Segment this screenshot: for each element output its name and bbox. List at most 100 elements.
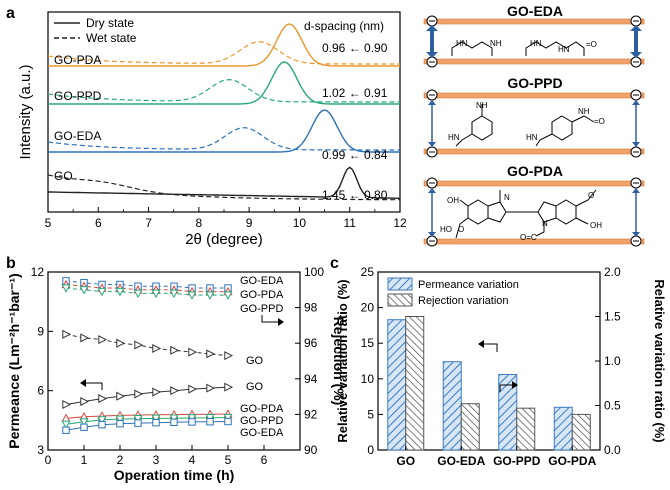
variation-ytick-left-label: 10 xyxy=(361,372,375,386)
legend-rejection-swatch xyxy=(387,293,413,307)
stability-xtick-label: 6 xyxy=(261,453,268,467)
rejection-point-go xyxy=(170,345,180,355)
permeance-point-go-ppd xyxy=(115,415,125,424)
xrd-curve-dry-go-ppd xyxy=(48,61,400,105)
svg-text:HN: HN xyxy=(530,39,542,48)
svg-text:HN: HN xyxy=(558,45,570,54)
permeance-point-go-eda xyxy=(98,420,106,429)
schematic-title-go-ppd: GO-PPD xyxy=(507,75,562,91)
rejection-point-go xyxy=(98,335,108,345)
svg-text:HN: HN xyxy=(526,133,538,142)
go-sheet-top xyxy=(423,180,645,187)
rejection-point-go-ppd xyxy=(223,291,233,300)
dspacing-goppd: 1.02 ← 0.91 xyxy=(322,86,388,100)
xrd-xtick-label: 10 xyxy=(293,216,307,230)
go-sheet-top xyxy=(423,18,645,25)
benzene-ring-icon xyxy=(471,115,493,141)
rejection-point-go-ppd xyxy=(169,289,179,299)
rejection-line-go-pda xyxy=(65,284,228,293)
xrd-label-goppd: GO-PPD xyxy=(54,89,102,103)
stability-ylabel-right: Rejection (%) xyxy=(331,317,347,406)
axis-indicator-left-arrow xyxy=(480,343,498,352)
bar-rejection-go-ppd xyxy=(516,407,536,451)
xrd-label-goeda: GO-EDA xyxy=(54,129,101,143)
rejection-point-go xyxy=(80,333,90,343)
go-sheet-bottom xyxy=(423,148,645,155)
xrd-label-gopda: GO-PDA xyxy=(54,53,101,67)
stability-ytick-left-label: 9 xyxy=(37,324,44,338)
permeance-point-go-ppd xyxy=(133,415,143,424)
svg-text:NH: NH xyxy=(476,101,488,110)
rejection-point-go xyxy=(152,344,162,354)
rejection-line-go-eda xyxy=(65,280,228,289)
xrd-curve-dry-go-pda xyxy=(48,23,400,67)
permeance-point-go-ppd xyxy=(169,414,179,423)
dspacing-gopda: 0.96 ← 0.90 xyxy=(322,41,388,55)
label-perm-go: GO xyxy=(246,381,264,393)
variation-ytick-right-label: 1.5 xyxy=(604,310,621,324)
stability-ytick-right-label: 94 xyxy=(304,372,318,386)
stability-ylabel-left: Permeance (Lm⁻²h⁻¹bar⁻¹) xyxy=(6,273,22,448)
variation-bar-chart: 0 5 10 15 20 25 0.0 0.5 1.0 1.5 2.0 GO GO-EDA GO-PPD… xyxy=(335,265,667,468)
label-perm-gopda: GO-PDA xyxy=(240,403,284,415)
svg-text:HO: HO xyxy=(440,225,452,234)
variation-ylabel-right: Relative variation ratio (%) xyxy=(652,279,667,442)
stability-ytick-right-label: 96 xyxy=(304,336,318,350)
legend-dry-label: Dry state xyxy=(86,16,134,30)
xrd-curve-wet-go-eda xyxy=(47,127,400,151)
permeance-point-go-eda xyxy=(224,417,232,426)
permeance-line-go xyxy=(65,386,229,405)
rejection-point-go xyxy=(116,338,126,348)
schematic-go-pda: GO-PDA OH N N HO xyxy=(423,163,645,247)
permeance-point-go xyxy=(188,384,198,394)
category-label-go-ppd: GO-PPD xyxy=(493,454,541,468)
schematic-go-eda: GO-EDA HN NH HN HN =O xyxy=(423,3,645,68)
xrd-xtick-label: 6 xyxy=(95,216,102,230)
xrd-curve-wet-go-ppd xyxy=(47,78,400,103)
interlayer-schematics: GO-EDA HN NH HN HN =O GO-PPD xyxy=(423,3,645,247)
variation-ytick-right-label: 1.0 xyxy=(604,354,621,368)
label-rej-go: GO xyxy=(246,355,264,367)
xrd-chart: 5 6 7 8 9 10 11 12 Intensity (a.u.) 2θ (degree)… xyxy=(17,11,407,248)
stability-xtick-label: 2 xyxy=(117,453,124,467)
permeance-point-go xyxy=(206,383,216,393)
bar-permeance-go-pda xyxy=(553,406,573,451)
permeance-line-go-pda xyxy=(65,413,229,419)
bar-rejection-go-eda xyxy=(460,403,480,451)
rejection-point-go-ppd xyxy=(61,284,71,293)
svg-text:=O: =O xyxy=(586,40,597,49)
rejection-point-go-ppd xyxy=(205,291,215,300)
stability-ytick-left-label: 3 xyxy=(37,443,44,457)
permeance-point-go xyxy=(62,399,72,410)
permeance-point-go-eda xyxy=(152,419,160,427)
schematic-title-go-eda: GO-EDA xyxy=(507,3,563,19)
go-sheet-top xyxy=(423,92,645,99)
xrd-curve-wet-go xyxy=(47,174,400,201)
panel-label-b: b xyxy=(6,255,16,272)
xrd-xtick-label: 8 xyxy=(196,216,203,230)
permeance-point-go-eda xyxy=(80,423,88,431)
xrd-ylabel: Intensity (a.u.) xyxy=(17,64,34,159)
rejection-point-go-ppd xyxy=(79,286,89,295)
variation-ytick-left-label: 0 xyxy=(367,443,374,457)
polydopamine-molecule-icon xyxy=(455,189,597,239)
go-sheet-bottom xyxy=(423,238,645,245)
schematic-go-ppd: GO-PPD NH HN NH =O HN xyxy=(423,75,645,158)
axis-indicator-right-arrow xyxy=(261,315,282,323)
permeance-point-go xyxy=(224,382,234,392)
stability-ytick-left-label: 6 xyxy=(37,384,44,398)
panel-label-c: c xyxy=(330,255,339,272)
category-label-go-eda: GO-EDA xyxy=(437,454,485,468)
legend-wet-label: Wet state xyxy=(86,31,137,45)
variation-ytick-right-label: 0.5 xyxy=(604,399,621,413)
bar-rejection-go xyxy=(405,316,425,451)
dspacing-header: d-spacing (nm) xyxy=(304,19,384,33)
stability-xtick-label: 0 xyxy=(45,453,52,467)
variation-ytick-left-label: 15 xyxy=(361,336,375,350)
schematic-title-go-pda: GO-PDA xyxy=(507,163,563,179)
dspacing-go: 1.45 ← 0.80 xyxy=(322,188,388,202)
rejection-line-go-ppd xyxy=(65,287,228,296)
axis-indicator-left-arrow xyxy=(82,382,103,390)
permeance-point-go-ppd xyxy=(61,420,71,430)
